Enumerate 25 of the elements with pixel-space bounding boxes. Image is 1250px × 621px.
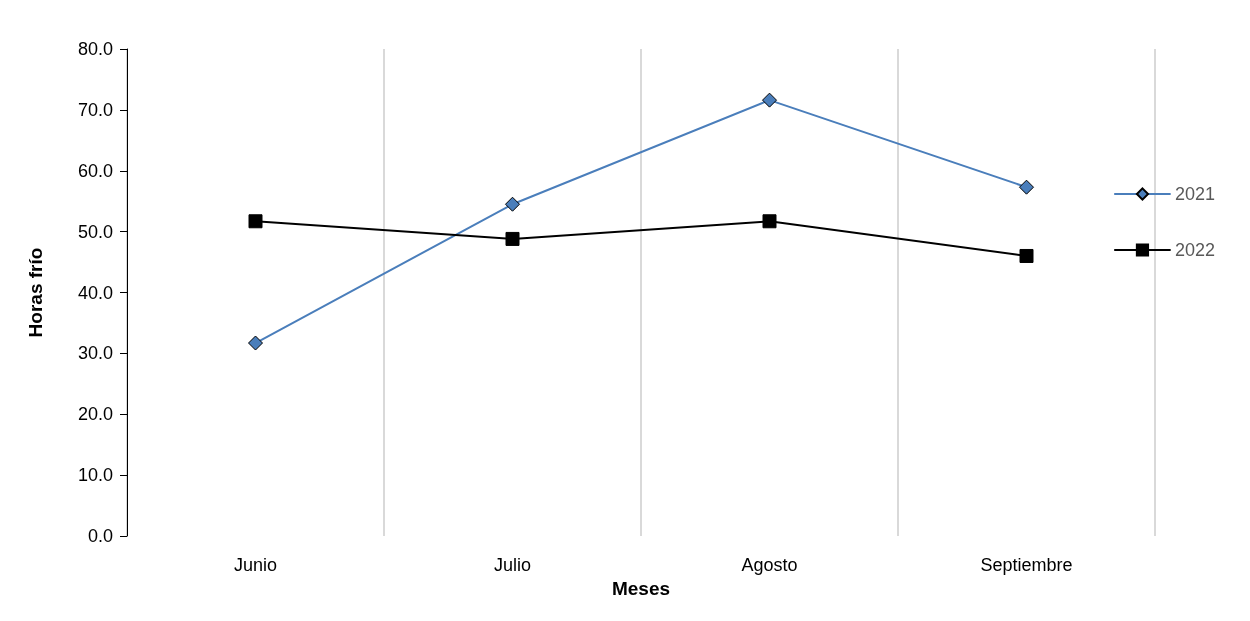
y-tick-label: 80.0 [77,39,113,59]
point [762,214,777,229]
point [248,214,263,229]
legend-label: 2021 [1174,184,1215,204]
y-tick-label: 70.0 [77,99,113,120]
point [505,196,520,212]
point [1019,248,1034,263]
y-tick-label: 30.0 [77,343,113,364]
point [248,335,263,351]
x-axis-title: Meses [611,577,671,599]
point [1019,179,1034,195]
x-tick-label: Junio [233,555,278,575]
y-tick-label: 10.0 [77,465,113,486]
x-tick-label: Septiembre [980,555,1073,575]
point [505,231,520,246]
y-tick-label: 50.0 [77,221,113,242]
x-tick-label: Julio [493,555,532,575]
legend-label: 2022 [1174,240,1215,260]
y-tick-label: 60.0 [77,160,113,181]
y-axis-title: Horas frío [25,247,46,338]
point [762,92,777,108]
x-tick-label: Agosto [741,555,798,575]
y-tick-label: 0.0 [87,526,113,546]
y-tick-label: 40.0 [77,282,113,303]
y-tick-label: 20.0 [77,404,113,425]
